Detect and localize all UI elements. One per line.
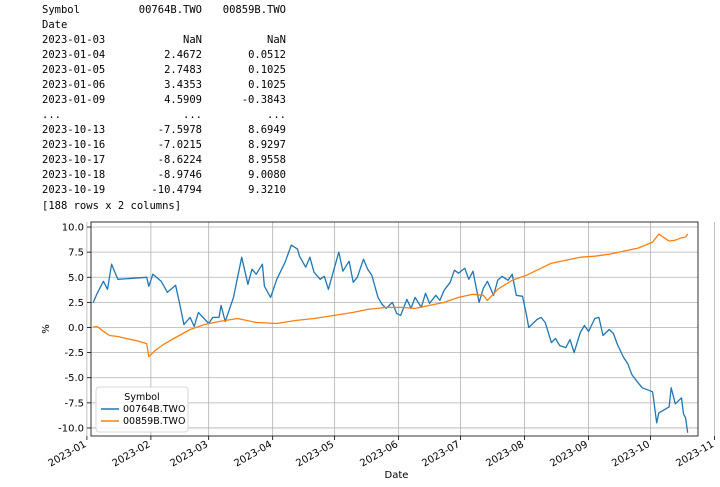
row-date: 2023-10-19 xyxy=(42,184,106,196)
y-tick-label: -2.5 xyxy=(64,348,84,359)
table-row: 2023-10-13 -7.5978 8.6949 xyxy=(42,123,286,138)
ellipsis-row: ......... xyxy=(42,108,286,123)
dataframe-output: Symbol 00764B.TWO 00859B.TWO Date 2023-01-… xyxy=(42,3,286,198)
row-date: 2023-01-05 xyxy=(42,64,106,76)
table-row: 2023-01-04 2.4672 0.0512 xyxy=(42,48,286,63)
row-date: 2023-10-13 xyxy=(42,124,106,136)
legend-entry: 00859B.TWO xyxy=(123,416,185,427)
table-row: 2023-10-16 -7.0215 8.9297 xyxy=(42,138,286,153)
x-tick-label: 2023-09 xyxy=(548,439,590,469)
cell-value: 9.3210 xyxy=(248,184,286,196)
column-index-name: Symbol xyxy=(42,4,80,16)
index-label-row: Date xyxy=(42,18,286,33)
row-date: 2023-01-09 xyxy=(42,94,106,106)
index-label: Date xyxy=(42,19,68,31)
cell-value: -8.6224 xyxy=(157,154,202,166)
y-tick-label: 0.0 xyxy=(68,323,84,334)
series-line-00859B.TWO xyxy=(93,233,689,358)
table-header-row: Symbol 00764B.TWO 00859B.TWO xyxy=(42,3,286,18)
y-tick-label: -7.5 xyxy=(64,398,84,409)
y-tick-label: 10.0 xyxy=(62,223,84,234)
cell-value: NaN xyxy=(267,34,286,46)
cell-value: 0.1025 xyxy=(248,79,286,91)
plot-frame xyxy=(90,221,699,437)
cell-value: NaN xyxy=(183,34,202,46)
table-row: 2023-01-05 2.7483 0.1025 xyxy=(42,63,286,78)
cell-value: 8.6949 xyxy=(248,124,286,136)
cell-value: ... xyxy=(183,109,202,121)
x-tick-label: 2023-07 xyxy=(420,439,462,469)
column-header: 00859B.TWO xyxy=(222,4,286,16)
row-date: 2023-01-04 xyxy=(42,49,106,61)
legend-entry: 00764B.TWO xyxy=(123,404,185,415)
legend-title: Symbol xyxy=(124,392,159,403)
row-date: 2023-10-16 xyxy=(42,139,106,151)
cell-value: -0.3843 xyxy=(241,94,286,106)
y-tick-label: 5.0 xyxy=(68,273,84,284)
dataframe-shape-summary: [188 rows x 2 columns] xyxy=(42,200,182,212)
x-tick-label: 2023-01 xyxy=(47,439,89,469)
table-row: 2023-10-19 -10.4794 9.3210 xyxy=(42,183,286,198)
cell-value: ... xyxy=(267,109,286,121)
table-row: 2023-01-09 4.5909 -0.3843 xyxy=(42,93,286,108)
table-row: 2023-01-06 3.4353 0.1025 xyxy=(42,78,286,93)
cell-value: 2.7483 xyxy=(164,64,202,76)
cell-value: 4.5909 xyxy=(164,94,202,106)
x-axis-label: Date xyxy=(385,470,409,481)
cell-value: -10.4794 xyxy=(151,184,202,196)
cell-value: 9.0080 xyxy=(248,169,286,181)
cell-value: -7.0215 xyxy=(157,139,202,151)
x-tick-label: 2023-11 xyxy=(674,439,716,469)
x-tick-label: 2023-03 xyxy=(168,439,210,469)
series-line-00764B.TWO xyxy=(92,244,689,433)
cell-value: 0.1025 xyxy=(248,64,286,76)
table-row: 2023-01-03 NaN NaN xyxy=(42,33,286,48)
x-tick-label: 2023-02 xyxy=(111,439,153,469)
cell-value: 2.4672 xyxy=(164,49,202,61)
row-date: 2023-10-17 xyxy=(42,154,106,166)
x-tick-label: 2023-04 xyxy=(232,439,274,469)
table-row: 2023-10-18 -8.9746 9.0080 xyxy=(42,168,286,183)
cell-value: -8.9746 xyxy=(157,169,202,181)
column-header: 00764B.TWO xyxy=(138,4,202,16)
y-tick-label: 2.5 xyxy=(68,298,84,309)
x-tick-label: 2023-05 xyxy=(294,439,336,469)
x-tick-label: 2023-08 xyxy=(484,439,526,469)
cell-value: 0.0512 xyxy=(248,49,286,61)
y-axis-label: % xyxy=(41,324,52,334)
table-row: 2023-10-17 -8.6224 8.9558 xyxy=(42,153,286,168)
cell-value: 3.4353 xyxy=(164,79,202,91)
x-tick-label: 2023-06 xyxy=(358,439,400,469)
x-tick-label: 2023-10 xyxy=(610,439,652,469)
y-tick-label: 7.5 xyxy=(68,248,84,259)
line-chart: 10.0 7.5 5.0 2.5 0.0 -2.5 -5.0 -7.5 -10.0 2023-01… xyxy=(41,221,716,481)
cell-value: 8.9297 xyxy=(248,139,286,151)
row-date: 2023-01-06 xyxy=(42,79,106,91)
cell-value: 8.9558 xyxy=(248,154,286,166)
y-tick-label: -10.0 xyxy=(58,423,84,434)
row-date: ... xyxy=(42,109,61,121)
row-date: 2023-01-03 xyxy=(42,34,106,46)
cell-value: -7.5978 xyxy=(157,124,202,136)
y-tick-label: -5.0 xyxy=(64,373,84,384)
row-date: 2023-10-18 xyxy=(42,169,106,181)
